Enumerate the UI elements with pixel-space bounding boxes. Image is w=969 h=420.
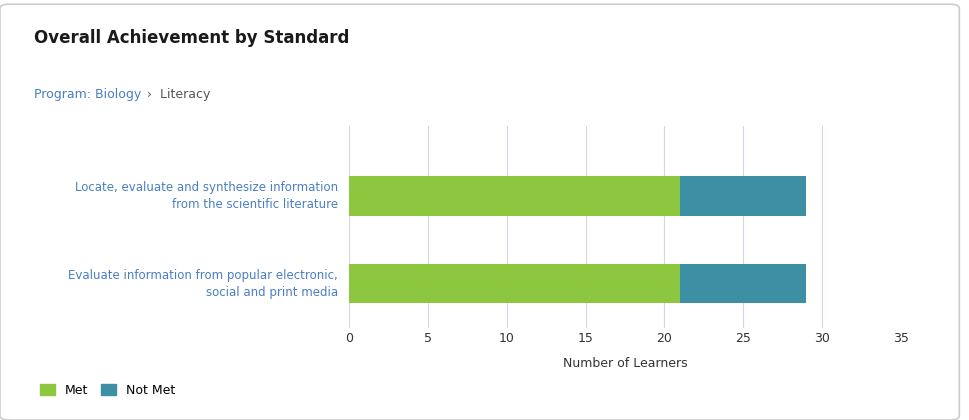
Bar (349, 264, 680, 304)
Text: ›  Literacy: › Literacy (143, 88, 211, 101)
Text: Overall Achievement by Standard: Overall Achievement by Standard (34, 29, 349, 47)
Bar (680, 176, 806, 216)
Bar (349, 176, 680, 216)
X-axis label: Number of Learners: Number of Learners (563, 357, 687, 370)
Legend: Met, Not Met: Met, Not Met (40, 384, 175, 397)
Bar (680, 264, 806, 304)
Text: Evaluate information from popular electronic,
social and print media: Evaluate information from popular electr… (68, 269, 338, 299)
Text: Program: Biology: Program: Biology (34, 88, 141, 101)
Text: Locate, evaluate and synthesize information
from the scientific literature: Locate, evaluate and synthesize informat… (75, 181, 338, 211)
